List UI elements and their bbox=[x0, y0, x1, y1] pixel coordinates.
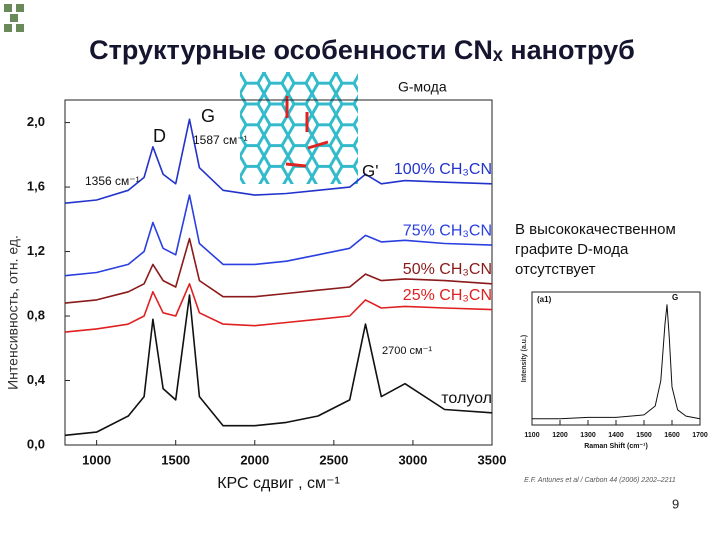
y-axis-label: Intensity (a.u.) bbox=[521, 335, 528, 382]
x-tick-label: 1600 bbox=[664, 432, 680, 439]
y-tick-label: 2,0 bbox=[27, 114, 45, 129]
peak-label: G bbox=[672, 293, 678, 302]
logo-squares bbox=[4, 4, 24, 32]
x-tick-label: 1700 bbox=[692, 432, 708, 439]
series-line bbox=[64, 237, 493, 304]
annotation: 2700 см⁻¹ bbox=[382, 345, 432, 357]
y-tick-label: 0,8 bbox=[27, 307, 45, 322]
legend-label: 75% CH₃CN bbox=[403, 222, 492, 239]
legend-label: толуол bbox=[441, 390, 492, 407]
side-note: отсутствует bbox=[515, 261, 596, 278]
annotation: 1356 см⁻¹ bbox=[85, 174, 140, 188]
x-tick-label: 2000 bbox=[240, 452, 269, 467]
plot-frame bbox=[64, 99, 493, 446]
annotation: D bbox=[153, 126, 166, 146]
y-tick-label: 1,2 bbox=[27, 243, 45, 258]
x-tick-label: 1000 bbox=[82, 452, 111, 467]
x-tick-label: 1500 bbox=[636, 432, 652, 439]
legend-label: 25% CH₃CN bbox=[403, 287, 492, 304]
x-tick-label: 1100 bbox=[524, 432, 539, 439]
legend-label: 50% CH₃CN bbox=[403, 261, 492, 278]
x-axis-label: КРС сдвиг , см⁻¹ bbox=[217, 475, 340, 492]
x-tick-label: 3500 bbox=[478, 452, 507, 467]
nanotube-illustration bbox=[240, 72, 358, 184]
y-tick-label: 0,0 bbox=[27, 436, 45, 451]
plot-frame bbox=[531, 291, 701, 426]
y-tick-label: 1,6 bbox=[27, 178, 45, 193]
panel-tag: (a1) bbox=[537, 295, 552, 304]
x-axis-label: Raman Shift (cm⁻¹) bbox=[584, 443, 648, 450]
series-line bbox=[64, 283, 493, 333]
annotation: G bbox=[201, 106, 215, 126]
y-axis-label: Интенсивность, отн. ед. bbox=[5, 235, 21, 390]
y-tick-label: 0,4 bbox=[27, 372, 46, 387]
annotation: 1587 см⁻¹ bbox=[193, 133, 248, 147]
x-tick-label: 1500 bbox=[161, 452, 190, 467]
series-line bbox=[64, 118, 493, 204]
series-line bbox=[64, 194, 493, 277]
x-tick-label: 3000 bbox=[398, 452, 427, 467]
page-number: 9 bbox=[672, 496, 679, 511]
side-note: графите D-мода bbox=[515, 241, 629, 258]
annotation: G' bbox=[362, 161, 378, 180]
x-tick-label: 2500 bbox=[319, 452, 348, 467]
slide-title: Структурные особенности CNₓ нанотруб bbox=[89, 35, 635, 65]
x-tick-label: 1200 bbox=[552, 432, 568, 439]
citation: E.F. Antunes et al / Carbon 44 (2006) 22… bbox=[524, 477, 676, 484]
series-line bbox=[64, 294, 493, 437]
annotation: G-мода bbox=[398, 79, 447, 95]
x-tick-label: 1400 bbox=[608, 432, 624, 439]
legend-label: 100% CH₃CN bbox=[394, 161, 492, 178]
side-note: В высококачественном bbox=[515, 221, 676, 238]
series-line bbox=[532, 304, 701, 420]
x-tick-label: 1300 bbox=[580, 432, 596, 439]
